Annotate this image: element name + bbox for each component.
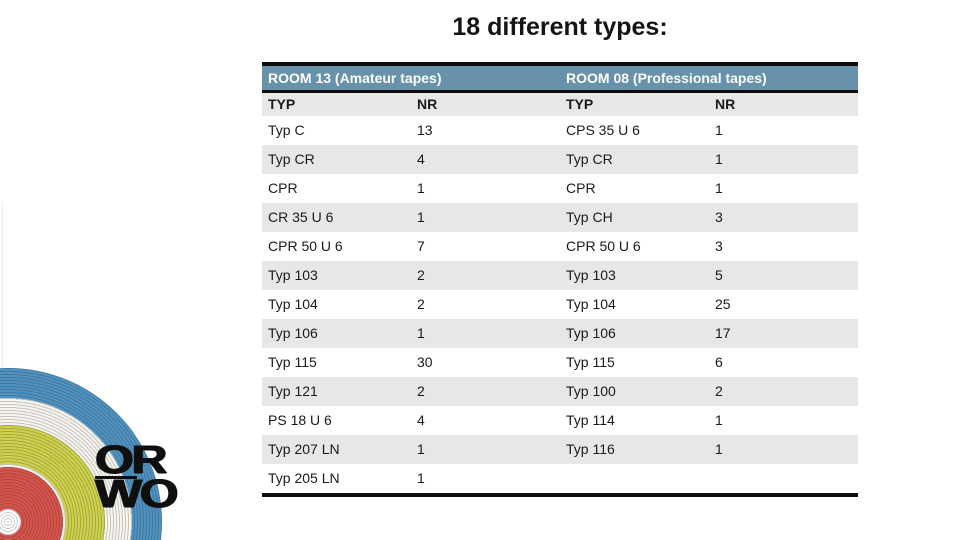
table-top-border bbox=[262, 62, 858, 66]
col-header-left-typ: TYP bbox=[268, 96, 296, 112]
room-13-header: ROOM 13 (Amateur tapes) bbox=[268, 70, 442, 86]
orwo-logo-text-line2: WO bbox=[95, 472, 179, 516]
cell-right-typ: Typ CH bbox=[566, 209, 613, 225]
cell-left-typ: CPR 50 U 6 bbox=[268, 238, 343, 254]
page-title: 18 different types: bbox=[452, 13, 668, 41]
cell-left-typ: Typ 104 bbox=[268, 296, 318, 312]
cell-left-nr: 1 bbox=[417, 441, 425, 457]
cell-left-nr: 1 bbox=[417, 209, 425, 225]
cell-right-typ: Typ 116 bbox=[566, 441, 615, 457]
cell-left-typ: Typ 121 bbox=[268, 383, 318, 399]
cell-left-nr: 13 bbox=[417, 122, 433, 138]
cell-right-nr bbox=[709, 464, 858, 493]
cell-right-typ: Typ 100 bbox=[566, 383, 616, 399]
cell-left-typ: Typ 207 LN bbox=[268, 441, 340, 457]
table-row: Typ 103 2 Typ 103 5 bbox=[262, 261, 858, 290]
cell-right-nr: 6 bbox=[715, 354, 723, 370]
cell-right-nr: 1 bbox=[715, 122, 723, 138]
column-header-row: TYP NR TYP NR bbox=[262, 93, 858, 116]
cell-left-typ: CPR bbox=[268, 180, 298, 196]
cell-right-typ: Typ CR bbox=[566, 151, 613, 167]
table-row: Typ 121 2 Typ 100 2 bbox=[262, 377, 858, 406]
cell-right-nr: 1 bbox=[715, 412, 723, 428]
cell-right-nr: 2 bbox=[715, 383, 723, 399]
table-row: Typ 207 LN 1 Typ 116 1 bbox=[262, 435, 858, 464]
cell-left-typ: Typ 205 LN bbox=[268, 470, 340, 486]
cell-left-typ: PS 18 U 6 bbox=[268, 412, 332, 428]
table-row: CPR 1 CPR 1 bbox=[262, 174, 858, 203]
cell-left-nr: 4 bbox=[417, 412, 425, 428]
table-body: Typ C 13 CPS 35 U 6 1 Typ CR 4 Typ CR 1 CPR 1 CPR 1… bbox=[262, 116, 858, 493]
cell-right-nr: 3 bbox=[715, 209, 723, 225]
cell-left-typ: Typ 106 bbox=[268, 325, 318, 341]
cell-left-typ: Typ 115 bbox=[268, 354, 317, 370]
col-header-right-nr: NR bbox=[715, 96, 736, 112]
table-row: Typ C 13 CPS 35 U 6 1 bbox=[262, 116, 858, 145]
cell-right-typ: Typ 104 bbox=[566, 296, 616, 312]
cell-left-nr: 2 bbox=[417, 383, 425, 399]
cell-left-nr: 30 bbox=[417, 354, 433, 370]
cell-right-typ: Typ 114 bbox=[566, 412, 615, 428]
cell-right-typ: CPS 35 U 6 bbox=[566, 122, 640, 138]
col-header-left-nr: NR bbox=[417, 96, 438, 112]
table-row: CR 35 U 6 1 Typ CH 3 bbox=[262, 203, 858, 232]
table-row: PS 18 U 6 4 Typ 114 1 bbox=[262, 406, 858, 435]
room-header-row: ROOM 13 (Amateur tapes) ROOM 08 (Profess… bbox=[262, 66, 858, 90]
cell-left-nr: 1 bbox=[417, 325, 425, 341]
table-header-divider bbox=[262, 90, 858, 93]
cell-left-nr: 2 bbox=[417, 296, 425, 312]
cell-left-nr: 2 bbox=[417, 267, 425, 283]
cell-right-nr: 3 bbox=[715, 238, 723, 254]
cell-left-nr: 7 bbox=[417, 238, 425, 254]
cell-right-nr: 5 bbox=[715, 267, 723, 283]
col-header-right-typ: TYP bbox=[566, 96, 594, 112]
table-row: Typ 115 30 Typ 115 6 bbox=[262, 348, 858, 377]
cell-left-typ: Typ CR bbox=[268, 151, 315, 167]
inventory-table: ROOM 13 (Amateur tapes) ROOM 08 (Profess… bbox=[262, 62, 858, 497]
table-row: Typ CR 4 Typ CR 1 bbox=[262, 145, 858, 174]
cell-right-typ bbox=[560, 464, 709, 493]
table-row: CPR 50 U 6 7 CPR 50 U 6 3 bbox=[262, 232, 858, 261]
cell-left-typ: Typ C bbox=[268, 122, 305, 138]
orwo-logo-text-line1: OR bbox=[95, 438, 168, 482]
cell-left-nr: 4 bbox=[417, 151, 425, 167]
cell-right-typ: CPR 50 U 6 bbox=[566, 238, 641, 254]
cell-right-nr: 1 bbox=[715, 151, 723, 167]
cell-right-typ: Typ 115 bbox=[566, 354, 615, 370]
cell-right-typ: Typ 106 bbox=[566, 325, 616, 341]
table-row: Typ 106 1 Typ 106 17 bbox=[262, 319, 858, 348]
table-bottom-border bbox=[262, 493, 858, 497]
cell-left-nr: 1 bbox=[417, 180, 425, 196]
cell-right-nr: 17 bbox=[715, 325, 731, 341]
cell-left-typ: Typ 103 bbox=[268, 267, 318, 283]
cell-left-nr: 1 bbox=[417, 470, 425, 486]
table-row: Typ 205 LN 1 bbox=[262, 464, 858, 493]
room-08-header: ROOM 08 (Professional tapes) bbox=[566, 70, 767, 86]
cell-right-nr: 1 bbox=[715, 441, 723, 457]
cell-right-typ: CPR bbox=[566, 180, 596, 196]
cell-right-typ: Typ 103 bbox=[566, 267, 616, 283]
table-row: Typ 104 2 Typ 104 25 bbox=[262, 290, 858, 319]
cell-right-nr: 1 bbox=[715, 180, 723, 196]
cell-left-typ: CR 35 U 6 bbox=[268, 209, 334, 225]
cell-right-nr: 25 bbox=[715, 296, 731, 312]
orwo-logo-dash bbox=[95, 476, 137, 479]
